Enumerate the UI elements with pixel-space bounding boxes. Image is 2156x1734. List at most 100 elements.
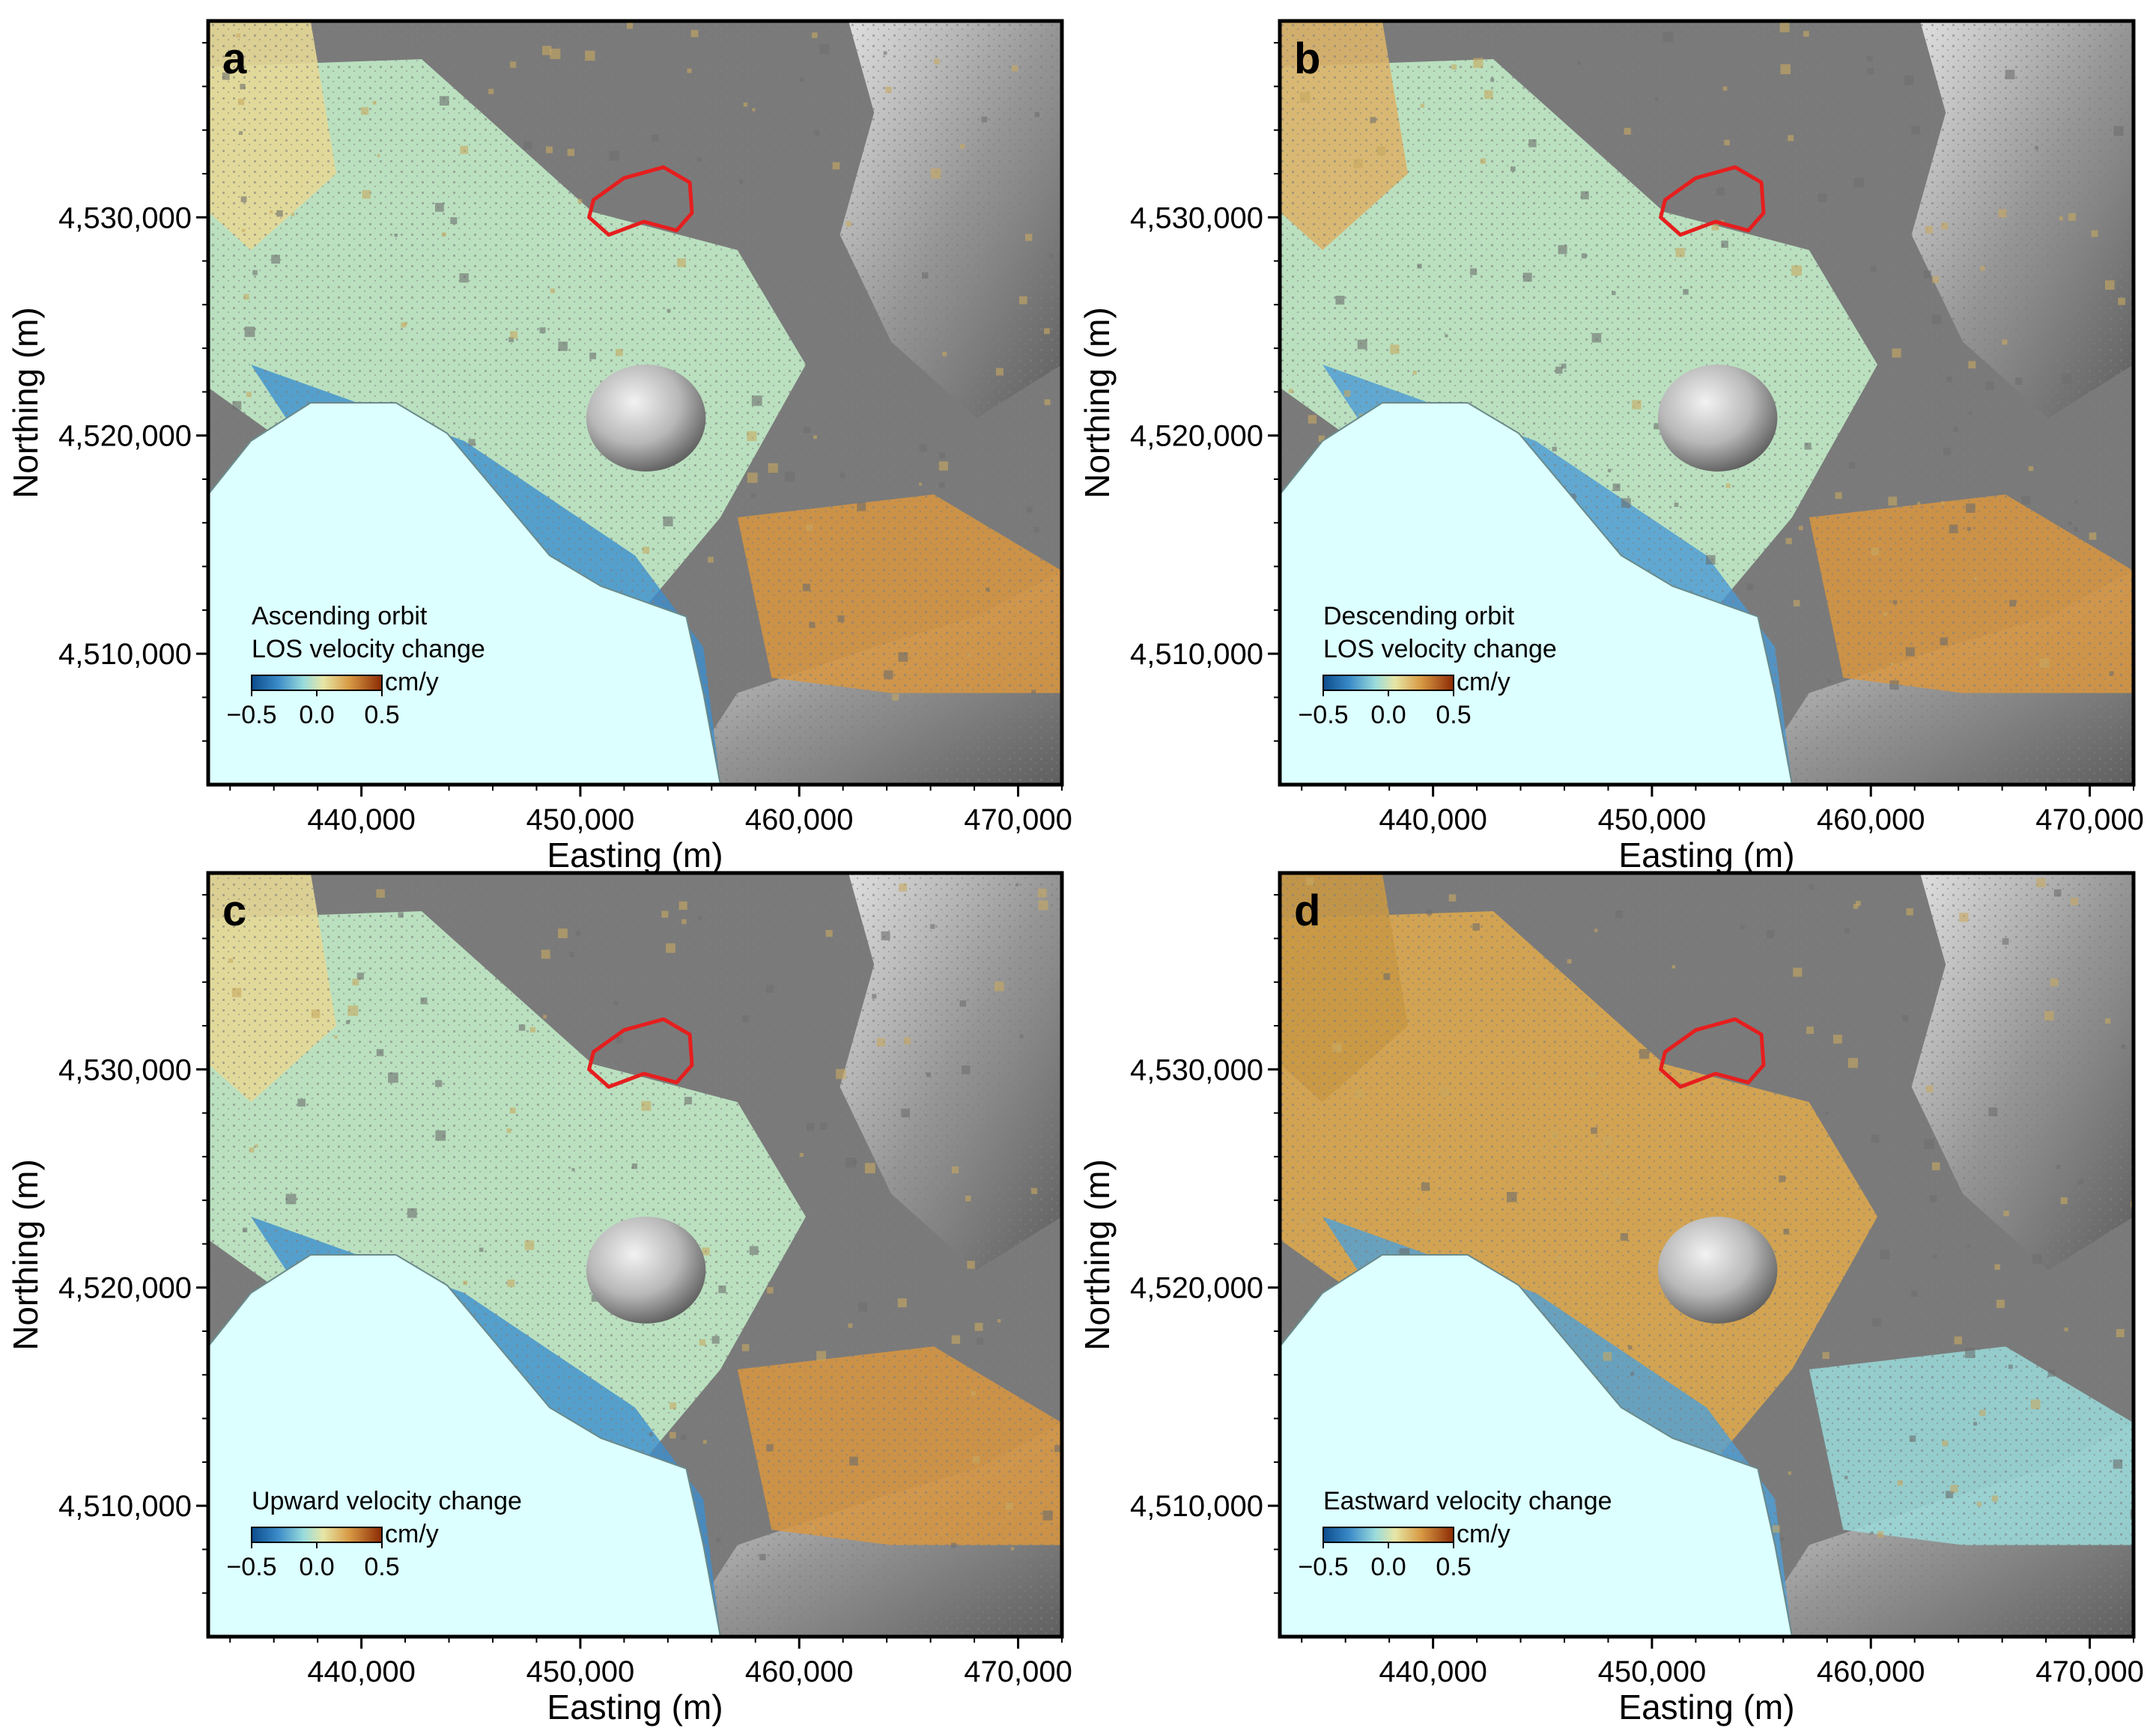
pixel-blob — [1683, 289, 1689, 295]
panel-frame — [1278, 871, 2136, 1639]
pixel-blob — [696, 156, 702, 162]
y-axis-label: Northing (m) — [1078, 1159, 1117, 1351]
pixel-blob — [1892, 600, 1898, 605]
pixel-blob — [1630, 1372, 1635, 1376]
pixel-blob — [558, 928, 568, 939]
pixel-blob — [1772, 1525, 1780, 1533]
pixel-blob — [1766, 930, 1775, 938]
pixel-blob — [1974, 577, 1978, 581]
pixel-blob — [1724, 139, 1730, 146]
area-outline — [1659, 165, 1766, 237]
pixel-blob — [1980, 266, 1985, 271]
y-axis-label: Northing (m) — [6, 307, 45, 499]
pixel-blob — [1888, 496, 1898, 506]
pixel-blob — [1892, 348, 1901, 358]
x-axis-label: Easting (m) — [1618, 836, 1794, 874]
pixel-blob — [1968, 411, 1973, 416]
pixel-blob — [616, 349, 623, 356]
pixel-blob — [939, 452, 946, 459]
pixel-blob — [550, 288, 555, 293]
pixel-blob — [546, 146, 553, 153]
pixel-blob — [550, 48, 561, 59]
colorbar-unit: cm/y — [385, 668, 439, 696]
pixel-blob — [2044, 1011, 2054, 1020]
pixel-blob — [1556, 1256, 1562, 1262]
pixel-blob — [1412, 371, 1417, 375]
panel-letter: b — [1294, 34, 1320, 83]
pixel-blob — [1657, 1140, 1661, 1144]
colorbar — [1323, 675, 1454, 691]
pixel-blob — [2035, 146, 2038, 150]
pixel-blob — [1037, 888, 1047, 898]
legend-line: Upward velocity change — [252, 1487, 522, 1515]
pixel-blob — [509, 61, 517, 68]
pixel-blob — [2062, 373, 2072, 384]
pixel-blob — [1019, 296, 1027, 305]
pixel-blob — [926, 1072, 931, 1077]
pixel-blob — [2064, 1327, 2068, 1332]
colorbar-unit: cm/y — [385, 1520, 439, 1548]
pixel-blob — [1706, 555, 1716, 565]
pixel-blob — [2014, 377, 2023, 385]
pixel-blob — [1994, 1264, 2000, 1270]
pixel-blob — [398, 912, 404, 918]
pixel-blob — [2009, 600, 2017, 607]
pixel-blob — [857, 502, 866, 511]
pixel-blob — [1901, 1014, 1909, 1022]
pixel-blob — [2118, 297, 2125, 305]
pixel-blob — [2074, 500, 2078, 504]
colorbar-tick-label: 0.0 — [299, 701, 334, 729]
map-panel-b: b 440,000 450,000 460,000 470,000 4,510,000 4,… — [1078, 19, 2144, 874]
pixel-blob — [613, 1001, 619, 1006]
pixel-blob — [1025, 234, 1033, 241]
pixel-blob — [1445, 334, 1448, 338]
pixel-blob — [507, 1280, 515, 1287]
pixel-blob — [1833, 1035, 1842, 1044]
pixel-blob — [1940, 637, 1948, 645]
pixel-blob — [1510, 166, 1516, 171]
colorbar-unit: cm/y — [1457, 668, 1510, 696]
pixel-blob — [291, 213, 295, 216]
pixel-blob — [1788, 1471, 1791, 1475]
pixel-blob — [1965, 1348, 1976, 1358]
pixel-blob — [904, 1037, 911, 1044]
pixel-blob — [897, 1298, 907, 1308]
colorbar-tick-label: 0.0 — [1370, 1553, 1406, 1581]
pixel-blob — [1033, 526, 1039, 533]
pixel-blob — [765, 985, 774, 994]
legend-line: LOS velocity change — [252, 635, 485, 663]
pixel-blob — [271, 255, 280, 264]
pixel-blob — [463, 1280, 468, 1286]
pixel-blob — [1946, 377, 1952, 383]
pixel-blob — [767, 1287, 774, 1294]
pixel-blob — [1049, 254, 1054, 258]
pixel-blob — [718, 1286, 726, 1294]
legend: Ascending orbit LOS velocity change cm/y −0… — [226, 602, 485, 729]
pixel-blob — [1788, 135, 1794, 142]
pixel-blob — [716, 1537, 721, 1542]
pixel-blob — [1591, 1127, 1597, 1134]
pixel-blob — [439, 96, 449, 106]
pixel-blob — [820, 1122, 828, 1130]
pixel-blob — [1725, 483, 1731, 488]
pixel-blob — [942, 351, 947, 356]
pixel-blob — [1484, 90, 1493, 100]
pixel-blob — [1439, 1087, 1449, 1097]
pixel-blob — [388, 1072, 398, 1083]
y-tick-label: 4,530,000 — [58, 201, 192, 234]
pixel-blob — [506, 1128, 511, 1134]
x-tick-label: 460,000 — [745, 1655, 854, 1688]
pixel-blob — [747, 431, 757, 441]
pixel-blob — [976, 1337, 983, 1345]
pixel-blob — [589, 353, 596, 359]
pixel-blob — [376, 1049, 384, 1056]
pixel-blob — [1012, 65, 1018, 72]
pixel-blob — [669, 1402, 677, 1410]
pixel-blob — [1923, 270, 1931, 279]
pixel-blob — [768, 463, 778, 473]
pixel-blob — [839, 472, 845, 478]
pixel-blob — [1998, 209, 2007, 218]
pixel-blob — [243, 293, 249, 300]
pixel-blob — [2059, 216, 2063, 221]
pixel-blob — [1897, 1480, 1903, 1486]
